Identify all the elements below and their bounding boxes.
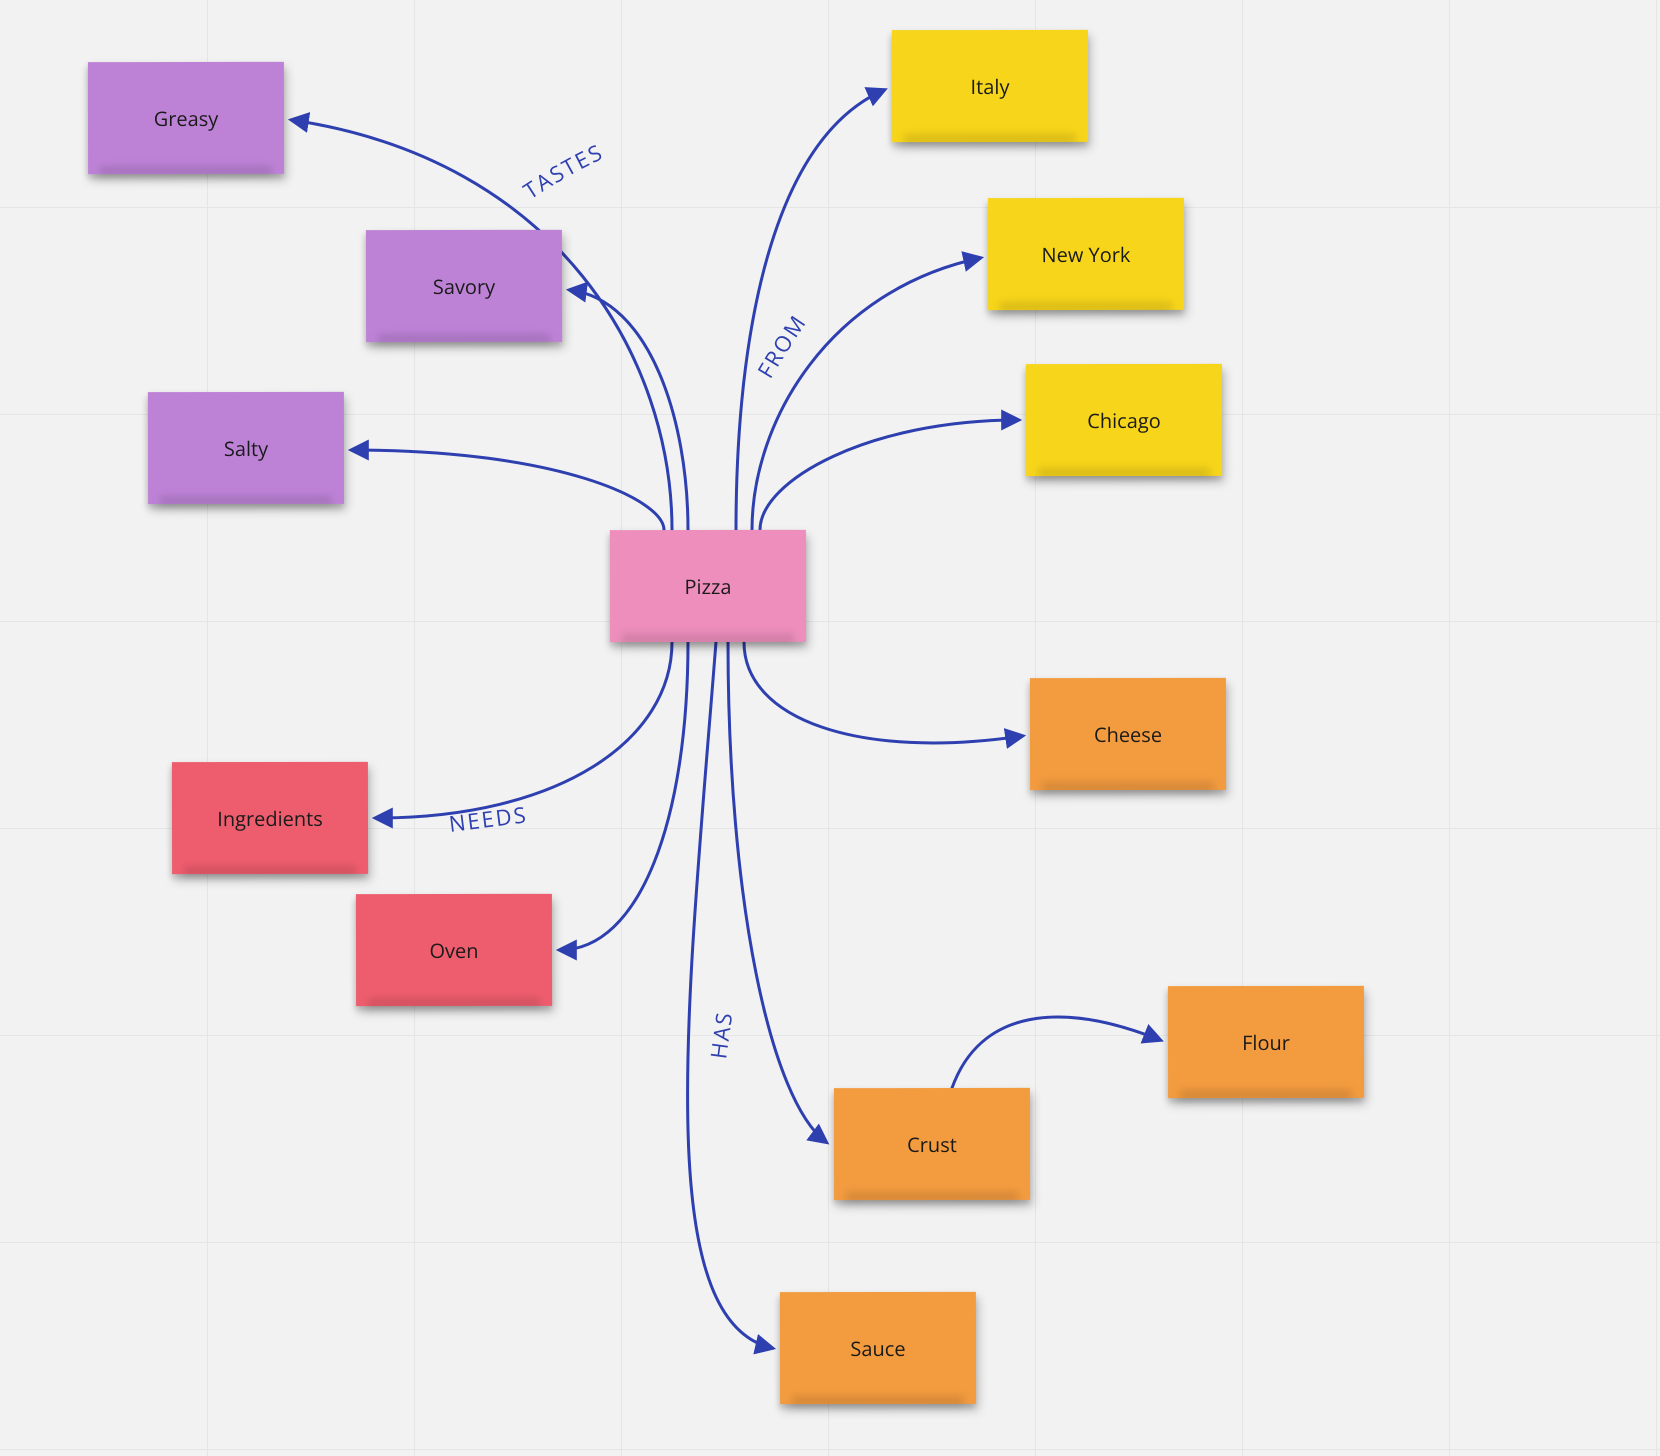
grid-line (207, 0, 208, 1456)
mindmap-canvas[interactable]: TASTESFROMNEEDSHASPizzaGreasySavorySalty… (0, 0, 1660, 1456)
sticky-note-ingredients[interactable]: Ingredients (172, 762, 368, 874)
edge (560, 642, 688, 950)
grid-line (0, 1242, 1660, 1243)
grid-line (828, 0, 829, 1456)
sticky-label: Chicago (1087, 406, 1161, 433)
sticky-note-cheese[interactable]: Cheese (1030, 678, 1226, 790)
edge-label: TASTES (518, 137, 609, 206)
edge-label: FROM (750, 308, 813, 383)
sticky-label: Cheese (1094, 720, 1162, 747)
sticky-label: Ingredients (217, 804, 323, 831)
sticky-label: Savory (433, 272, 495, 299)
grid-line (0, 1449, 1660, 1450)
edge (952, 1017, 1160, 1088)
edge-label-text: TASTES (518, 137, 609, 206)
sticky-label: Greasy (154, 104, 219, 131)
edge-label: NEEDS (447, 799, 529, 839)
edge-label-text: NEEDS (447, 799, 529, 839)
sticky-note-chicago[interactable]: Chicago (1026, 364, 1222, 476)
sticky-label: Pizza (684, 572, 731, 599)
grid-line (0, 621, 1660, 622)
edge (352, 450, 664, 530)
edge (570, 290, 688, 530)
sticky-label: Salty (224, 434, 268, 461)
grid-line (0, 1035, 1660, 1036)
sticky-label: Flour (1242, 1028, 1290, 1055)
grid-line (1656, 0, 1657, 1456)
edge (760, 420, 1018, 530)
edge (376, 642, 672, 818)
grid-line (1242, 0, 1243, 1456)
sticky-note-greasy[interactable]: Greasy (88, 62, 284, 174)
sticky-label: Italy (971, 72, 1010, 99)
sticky-label: Crust (907, 1130, 957, 1157)
edge (752, 258, 980, 530)
grid-line (621, 0, 622, 1456)
sticky-label: New York (1042, 240, 1131, 267)
sticky-note-flour[interactable]: Flour (1168, 986, 1364, 1098)
sticky-note-newyork[interactable]: New York (988, 198, 1184, 310)
sticky-note-oven[interactable]: Oven (356, 894, 552, 1006)
edge (744, 642, 1022, 743)
edge (736, 90, 884, 530)
sticky-note-crust[interactable]: Crust (834, 1088, 1030, 1200)
edges-layer: TASTESFROMNEEDSHAS (0, 0, 1660, 1456)
edge (728, 642, 826, 1142)
sticky-label: Sauce (850, 1334, 905, 1361)
sticky-note-sauce[interactable]: Sauce (780, 1292, 976, 1404)
grid-line (0, 207, 1660, 208)
sticky-note-italy[interactable]: Italy (892, 30, 1088, 142)
grid-line (1449, 0, 1450, 1456)
sticky-label: Oven (429, 936, 478, 963)
sticky-note-pizza[interactable]: Pizza (610, 530, 806, 642)
edge-label-text: FROM (750, 308, 813, 383)
sticky-note-savory[interactable]: Savory (366, 230, 562, 342)
sticky-note-salty[interactable]: Salty (148, 392, 344, 504)
grid-line (414, 0, 415, 1456)
